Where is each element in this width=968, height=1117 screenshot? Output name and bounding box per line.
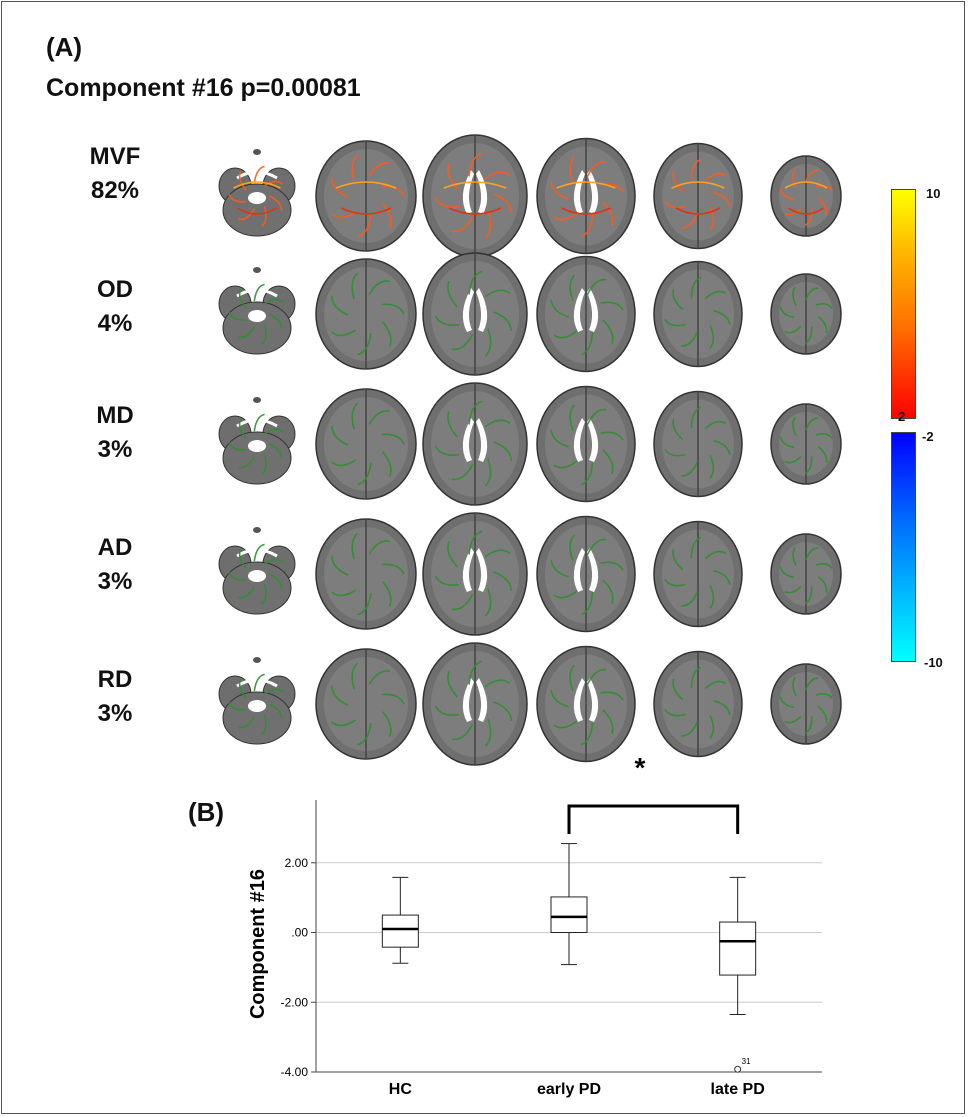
row-label-mvf: MVF 82% (60, 140, 170, 208)
brain-slice (422, 382, 528, 506)
colorbar-negative-max-label: -2 (922, 429, 934, 444)
brain-slice (536, 645, 636, 763)
x-tick-label: early PD (537, 1081, 601, 1098)
x-tick-label: late PD (711, 1081, 765, 1098)
colorbar-max-label: 10 (926, 186, 941, 201)
brain-slice (536, 255, 636, 373)
box-iqr (550, 896, 588, 934)
brain-slice (653, 390, 743, 498)
brain-slice (653, 260, 743, 368)
brain-slice (218, 397, 296, 485)
brain-row-od (218, 252, 842, 376)
brain-slice (770, 155, 842, 237)
brain-slice (536, 515, 636, 633)
row-measure-name: OD (97, 276, 133, 303)
colorbar-min-label: -10 (924, 655, 943, 670)
brain-slice (422, 252, 528, 376)
colorbar-positive-min-label: 2 (898, 409, 906, 424)
brain-slice (315, 258, 417, 370)
brain-slice (653, 650, 743, 758)
row-label-rd: RD 3% (60, 663, 170, 731)
brain-row-md (218, 382, 842, 506)
brain-slice (770, 533, 842, 615)
negative-colorbar (891, 432, 916, 662)
brain-slice (218, 657, 296, 745)
row-measure-percent: 3% (97, 568, 133, 595)
row-measure-percent: 3% (97, 436, 133, 463)
brain-row-mvf (218, 134, 842, 258)
brain-row-ad (218, 512, 842, 636)
panel-b-label: (B) (188, 797, 225, 827)
y-tick-label: .00 (291, 926, 308, 940)
row-measure-percent: 82% (90, 177, 140, 204)
row-label-ad: AD 3% (60, 531, 170, 599)
y-tick-label: -2.00 (281, 995, 309, 1009)
brain-slice (770, 403, 842, 485)
box-iqr (381, 914, 419, 948)
outlier-point (734, 1065, 742, 1073)
row-measure-name: RD (97, 666, 133, 693)
brain-slice (653, 520, 743, 628)
x-tick-label: HC (389, 1081, 413, 1098)
brain-slice (422, 134, 528, 258)
significance-bracket (567, 804, 740, 834)
brain-slice (770, 663, 842, 745)
row-measure-percent: 3% (97, 700, 133, 727)
brain-slice (536, 137, 636, 255)
brain-slice (315, 648, 417, 760)
brain-slice (218, 527, 296, 615)
y-axis-label: Component #16 (247, 869, 269, 1019)
figure-title: Component #16 p=0.00081 (46, 74, 361, 102)
brain-slice (653, 142, 743, 250)
panel-a-label: (A) (46, 32, 83, 62)
row-measure-name: MD (96, 402, 134, 429)
significance-star: * (635, 752, 646, 783)
brain-slice (315, 518, 417, 630)
row-label-od: OD 4% (60, 273, 170, 341)
row-label-md: MD 3% (60, 399, 170, 467)
row-measure-name: AD (97, 534, 133, 561)
row-measure-name: MVF (89, 143, 141, 170)
y-tick-label: -4.00 (281, 1065, 309, 1079)
row-measure-percent: 4% (97, 310, 133, 337)
brain-slice (422, 642, 528, 766)
brain-slice (536, 385, 636, 503)
brain-slice (315, 140, 417, 252)
brain-slice (770, 273, 842, 355)
outlier-label: 31 (742, 1057, 751, 1066)
box-iqr (719, 921, 757, 976)
brain-row-rd (218, 642, 842, 766)
brain-slice (218, 149, 296, 237)
brain-slice (315, 388, 417, 500)
y-tick-label: 2.00 (285, 856, 309, 870)
brain-slice (422, 512, 528, 636)
brain-slice (218, 267, 296, 355)
positive-colorbar (891, 189, 916, 419)
